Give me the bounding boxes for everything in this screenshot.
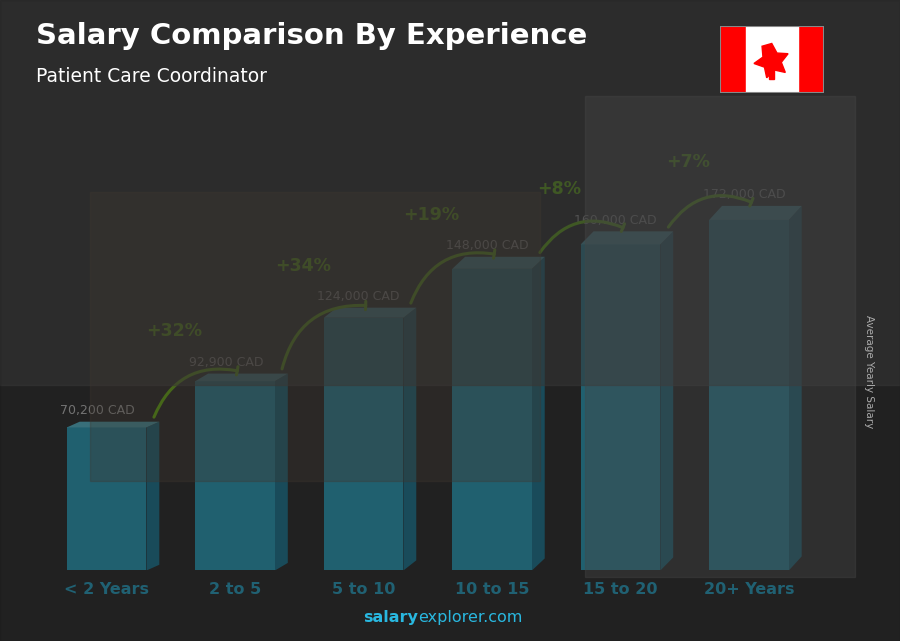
Bar bbox=[0, 0, 900, 385]
Bar bbox=[746, 26, 797, 93]
Polygon shape bbox=[661, 231, 673, 570]
Polygon shape bbox=[580, 231, 673, 244]
Bar bbox=[580, 244, 661, 570]
Bar bbox=[67, 428, 147, 570]
Polygon shape bbox=[532, 257, 544, 570]
Bar bbox=[770, 69, 774, 79]
Bar bbox=[585, 96, 855, 577]
Text: 124,000 CAD: 124,000 CAD bbox=[318, 290, 400, 303]
Polygon shape bbox=[788, 206, 802, 570]
Text: 148,000 CAD: 148,000 CAD bbox=[446, 239, 528, 252]
Polygon shape bbox=[275, 374, 288, 570]
Polygon shape bbox=[147, 422, 159, 570]
Text: 70,200 CAD: 70,200 CAD bbox=[60, 404, 135, 417]
Polygon shape bbox=[754, 44, 788, 78]
Text: +7%: +7% bbox=[666, 153, 710, 171]
Bar bbox=[709, 220, 788, 570]
Text: Salary Comparison By Experience: Salary Comparison By Experience bbox=[36, 22, 587, 51]
Text: Patient Care Coordinator: Patient Care Coordinator bbox=[36, 67, 267, 87]
Bar bbox=[797, 26, 824, 93]
Polygon shape bbox=[324, 308, 417, 318]
Text: Average Yearly Salary: Average Yearly Salary bbox=[863, 315, 874, 428]
Text: explorer.com: explorer.com bbox=[418, 610, 523, 625]
Text: +19%: +19% bbox=[403, 206, 459, 224]
Text: 172,000 CAD: 172,000 CAD bbox=[703, 188, 786, 201]
Text: salary: salary bbox=[364, 610, 418, 625]
Polygon shape bbox=[452, 257, 544, 269]
Text: 92,900 CAD: 92,900 CAD bbox=[189, 356, 264, 369]
Bar bbox=[720, 26, 746, 93]
Bar bbox=[195, 381, 275, 570]
Polygon shape bbox=[709, 206, 802, 220]
Text: +8%: +8% bbox=[537, 179, 581, 198]
Polygon shape bbox=[67, 422, 159, 428]
Bar bbox=[90, 192, 540, 481]
Text: +32%: +32% bbox=[146, 322, 202, 340]
Text: 160,000 CAD: 160,000 CAD bbox=[574, 213, 657, 226]
Bar bbox=[452, 269, 532, 570]
Text: +34%: +34% bbox=[274, 257, 330, 275]
Bar bbox=[324, 318, 403, 570]
Polygon shape bbox=[195, 374, 288, 381]
Polygon shape bbox=[403, 308, 417, 570]
